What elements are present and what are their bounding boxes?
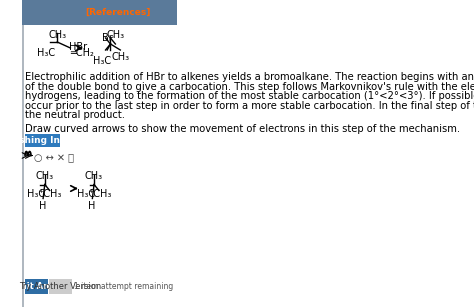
Text: H₃C: H₃C <box>93 56 111 66</box>
FancyBboxPatch shape <box>25 134 60 146</box>
Text: H₃C: H₃C <box>37 48 55 58</box>
Text: [References]: [References] <box>86 8 151 17</box>
Text: Br: Br <box>102 33 112 43</box>
Text: H: H <box>88 200 95 211</box>
Text: the neutral product.: the neutral product. <box>25 110 125 120</box>
FancyBboxPatch shape <box>22 0 177 25</box>
FancyBboxPatch shape <box>22 25 24 307</box>
Text: CH₃: CH₃ <box>48 30 66 40</box>
Text: Electrophilic addition of HBr to alkenes yields a bromoalkane. The reaction begi: Electrophilic addition of HBr to alkenes… <box>25 72 474 82</box>
Text: H₃C: H₃C <box>77 188 95 199</box>
Text: H₃C: H₃C <box>27 188 46 199</box>
Text: CH₃: CH₃ <box>112 52 130 62</box>
Text: ⁺CH₃: ⁺CH₃ <box>39 188 62 199</box>
Text: of the double bond to give a carbocation. This step follows Markovnikov's rule w: of the double bond to give a carbocation… <box>25 81 474 91</box>
Text: ═CH₂: ═CH₂ <box>70 48 94 58</box>
Text: Submit Answer: Submit Answer <box>0 282 72 291</box>
Text: H: H <box>39 200 46 211</box>
Text: CH₃: CH₃ <box>36 170 54 181</box>
Text: CH₃: CH₃ <box>106 30 125 40</box>
Text: HBr: HBr <box>69 42 87 52</box>
Text: Arrow-pushing Instructions: Arrow-pushing Instructions <box>0 135 112 145</box>
FancyBboxPatch shape <box>25 279 48 294</box>
Text: ⁺CH₃: ⁺CH₃ <box>88 188 111 199</box>
FancyBboxPatch shape <box>49 279 72 294</box>
Text: Draw curved arrows to show the movement of electrons in this step of the mechani: Draw curved arrows to show the movement … <box>25 123 460 134</box>
Text: CH₃: CH₃ <box>85 170 103 181</box>
Text: Try Another Version: Try Another Version <box>19 282 101 291</box>
Text: occur prior to the last step in order to form a more stable carbocation. In the : occur prior to the last step in order to… <box>25 100 474 111</box>
Text: ○ ↔ ✕ 🗑: ○ ↔ ✕ 🗑 <box>34 153 73 162</box>
Text: 1 item attempt remaining: 1 item attempt remaining <box>73 282 173 291</box>
Text: hydrogens, leading to the formation of the most stable carbocation (1°<2°<3°). I: hydrogens, leading to the formation of t… <box>25 91 474 101</box>
